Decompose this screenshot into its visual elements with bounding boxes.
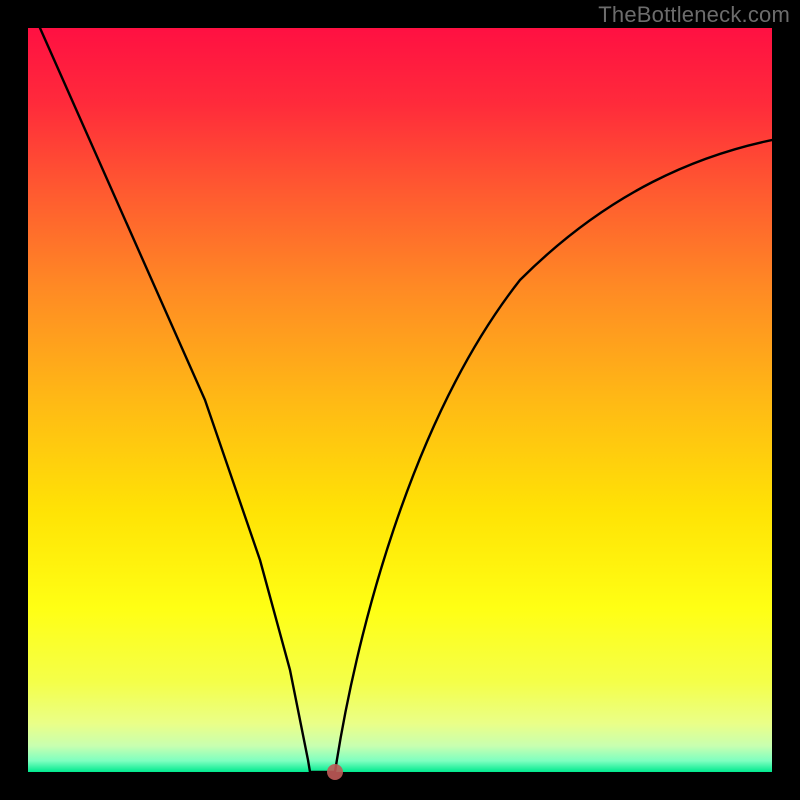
gradient-background <box>28 28 772 772</box>
bottleneck-curve-chart <box>0 0 800 800</box>
minimum-point-marker <box>327 764 343 780</box>
watermark-text: TheBottleneck.com <box>598 2 790 28</box>
chart-frame: TheBottleneck.com <box>0 0 800 800</box>
